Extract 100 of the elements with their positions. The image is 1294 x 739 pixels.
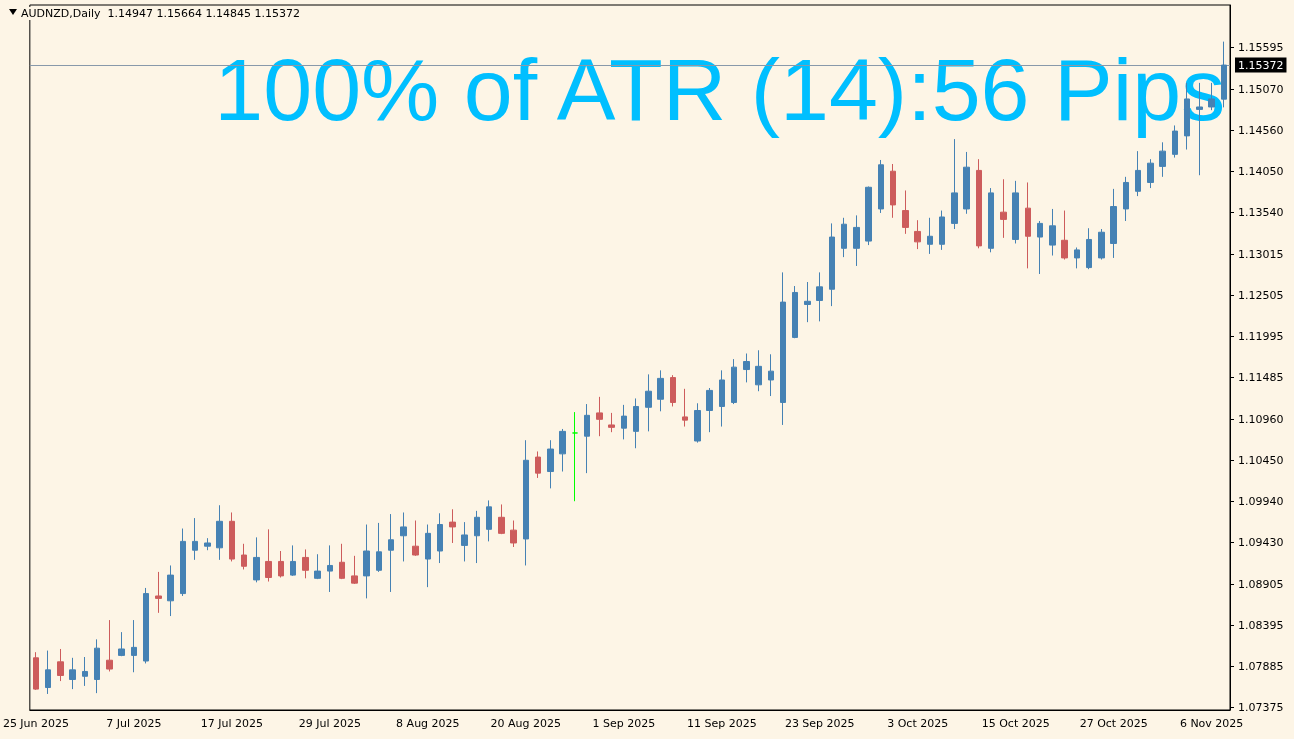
candlestick [890,163,896,219]
candlestick [327,544,333,593]
candlestick [265,528,272,583]
candlestick [816,271,823,322]
candlestick [1086,227,1092,270]
candlestick [841,217,847,258]
y-tick-label: 1.13540 [1238,205,1284,219]
x-tick-label: 7 Jul 2025 [106,717,162,730]
y-tick-label: 1.15595 [1238,40,1284,54]
candlestick [339,543,345,580]
candlestick [645,373,652,432]
candlestick [241,543,247,570]
candlestick [927,217,933,255]
candlestick [204,537,211,551]
candlestick [694,402,701,444]
x-tick-label: 6 Nov 2025 [1179,717,1244,730]
candlestick [180,528,186,597]
candlestick [559,428,566,473]
candlestick [1123,176,1129,222]
x-tick-label: 20 Aug 2025 [490,717,562,730]
candlestick [1159,141,1166,178]
candlestick [621,404,627,440]
y-tick-label: 1.15070 [1238,82,1284,96]
x-tick-label: 25 Jun 2025 [2,717,70,730]
candlestick [1147,158,1154,189]
y-tick-label: 1.13015 [1238,247,1284,261]
candlestick [572,411,578,502]
candlestick [853,214,860,267]
candlestick [865,185,872,246]
candlestick [82,656,88,687]
y-tick-label: 1.11485 [1238,370,1284,384]
candlestick [143,587,149,664]
x-tick-label: 17 Jul 2025 [200,717,264,730]
y-tick-label: 1.08905 [1238,577,1284,591]
y-tick-label: 1.11995 [1238,329,1284,343]
y-tick-label: 1.09940 [1238,494,1284,508]
candlestick [1098,228,1105,261]
candlestick [1135,150,1141,197]
candlestick [547,439,554,489]
chart-title: AUDNZD,Daily 1.14947 1.15664 1.14845 1.15372 [21,7,301,20]
candlestick [118,631,125,657]
candlestick [425,524,431,588]
candlestick [388,513,394,593]
candlestick [1110,188,1117,259]
candlestick [535,450,541,479]
candlestick [914,219,921,250]
x-tick-label: 27 Oct 2025 [1079,717,1148,730]
y-tick-label: 1.14050 [1238,164,1284,178]
candlestick [523,439,529,566]
candlestick [755,349,762,392]
candlestick [290,544,296,577]
candlestick [829,222,835,307]
candlestick [376,522,382,573]
candlestick [878,159,884,214]
y-tick-label: 1.12505 [1238,288,1284,302]
candlestick [657,369,664,412]
candlestick [412,520,419,557]
x-tick-label: 8 Aug 2025 [396,717,460,730]
candlestick [780,271,786,426]
candlestick [584,403,590,474]
candlestick [951,138,958,230]
candlestick [596,396,603,437]
x-tick-label: 15 Oct 2025 [981,717,1050,730]
candlestick [1049,208,1056,257]
candlestick [131,619,137,673]
candlestick [155,571,162,614]
y-tick-label: 1.10960 [1238,412,1284,426]
candlestick [743,352,750,383]
candlestick [670,374,676,407]
candlestick [1037,220,1043,275]
x-tick-label: 11 Sep 2025 [686,717,757,730]
y-tick-label: 1.10450 [1238,453,1284,467]
candlestick [486,499,492,542]
candlestick [1012,180,1019,244]
candlestick [1061,210,1068,261]
x-tick-label: 1 Sep 2025 [592,717,656,730]
candlestick [216,504,223,561]
candlestick [400,511,407,562]
candlestick [706,387,713,433]
candlestick [963,151,970,215]
candlestick [449,508,456,544]
y-tick-label: 1.07375 [1238,700,1284,714]
candlestick [314,553,321,580]
candlestick [302,548,309,579]
candlestick [474,510,480,564]
candlestick [106,619,113,672]
candlestick [510,520,517,548]
x-tick-label: 29 Jul 2025 [298,717,362,730]
candlestick [939,210,945,251]
candlestick [57,648,64,682]
candlestick [278,550,284,579]
y-tick-label: 1.09430 [1238,535,1284,549]
candlestick [498,503,505,535]
candlestick [608,412,615,433]
candlestick [731,358,737,405]
candlestick [1025,181,1031,269]
candlestick [167,564,174,617]
y-tick-label: 1.14560 [1238,123,1284,137]
candlestick [33,651,39,691]
x-tick-label: 3 Oct 2025 [887,717,949,730]
